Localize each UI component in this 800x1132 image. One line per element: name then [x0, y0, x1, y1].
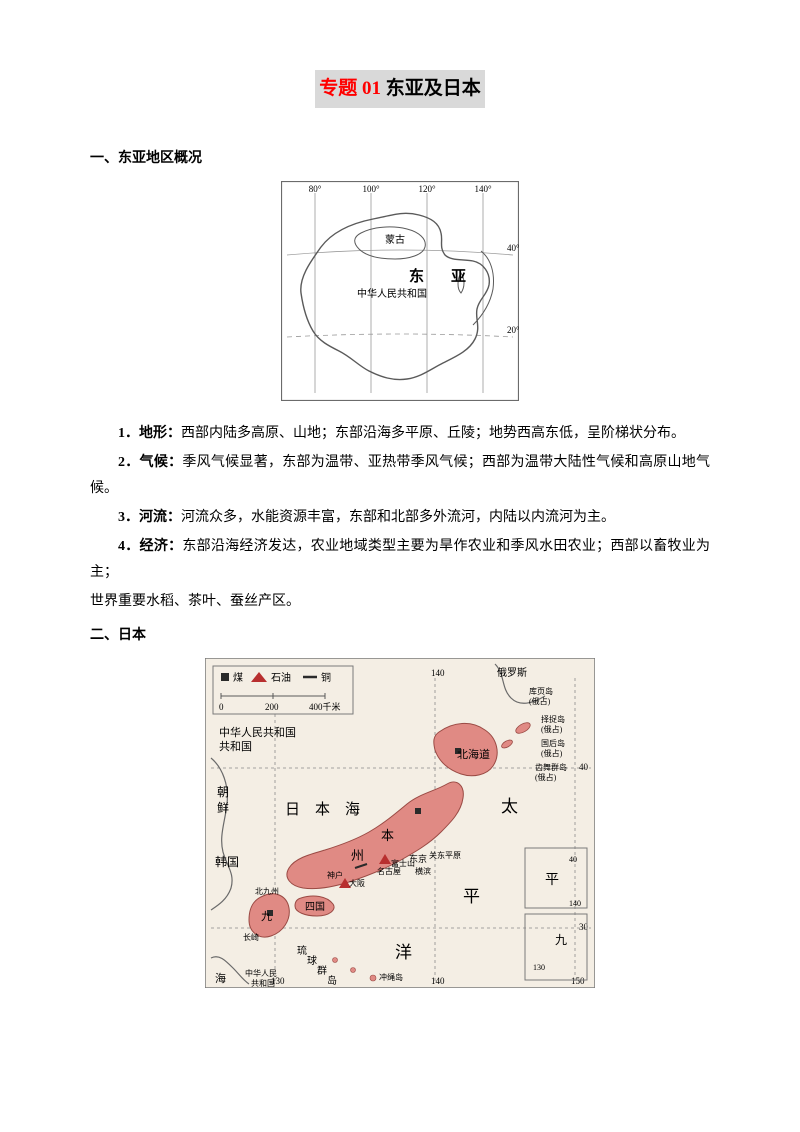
svg-text:亚: 亚	[451, 268, 466, 285]
svg-text:鲜: 鲜	[217, 801, 229, 815]
svg-text:齿舞群岛: 齿舞群岛	[535, 762, 567, 772]
svg-text:150: 150	[571, 976, 585, 986]
svg-text:140: 140	[569, 899, 581, 908]
svg-text:本: 本	[315, 801, 330, 818]
svg-text:蒙古: 蒙古	[385, 233, 405, 246]
svg-text:40: 40	[569, 855, 577, 864]
svg-text:共和国: 共和国	[219, 740, 252, 753]
svg-text:130: 130	[271, 976, 285, 986]
svg-text:中华人民共和国: 中华人民共和国	[219, 725, 296, 739]
svg-text:20°: 20°	[507, 325, 519, 335]
svg-text:俄罗斯: 俄罗斯	[497, 666, 527, 679]
svg-text:80°: 80°	[309, 184, 322, 194]
svg-text:(俄占): (俄占)	[529, 696, 551, 706]
svg-text:韩国: 韩国	[215, 854, 239, 869]
page-title: 专题 01 东亚及日本	[315, 70, 485, 108]
svg-text:200: 200	[265, 702, 279, 712]
svg-text:北九州: 北九州	[255, 887, 279, 896]
svg-text:本: 本	[381, 828, 394, 843]
item-1: 1．地形：西部内陆多高原、山地；东部沿海多平原、丘陵；地势西高东低，呈阶梯状分布…	[90, 421, 710, 448]
svg-text:四国: 四国	[305, 901, 325, 913]
item-4-cont: 世界重要水稻、茶叶、蚕丝产区。	[90, 589, 710, 616]
svg-text:煤: 煤	[233, 671, 243, 684]
svg-text:琉: 琉	[297, 944, 307, 957]
svg-text:海: 海	[215, 971, 226, 985]
svg-text:大阪: 大阪	[349, 878, 365, 888]
section-2-heading: 二、日本	[90, 623, 710, 650]
svg-text:北海道: 北海道	[457, 747, 490, 761]
svg-text:400千米: 400千米	[309, 701, 341, 712]
item-2: 2．气候：季风气候显著，东部为温带、亚热带季风气候；西部为温带大陆性气候和高原山…	[90, 450, 710, 503]
svg-text:择捉岛: 择捉岛	[541, 714, 565, 724]
svg-text:九: 九	[261, 910, 272, 923]
svg-text:富士山: 富士山	[391, 858, 415, 868]
svg-text:130: 130	[533, 963, 545, 972]
title-prefix: 专题	[319, 78, 357, 99]
svg-text:横滨: 横滨	[415, 866, 431, 876]
section-1-heading: 一、东亚地区概况	[90, 146, 710, 173]
svg-text:东: 东	[409, 267, 424, 285]
svg-text:神户: 神户	[327, 870, 343, 880]
item-3: 3．河流：河流众多，水能资源丰富，东部和北部多外流河，内陆以内流河为主。	[90, 505, 710, 532]
svg-text:平: 平	[545, 873, 559, 888]
svg-text:关东平原: 关东平原	[429, 850, 461, 860]
svg-text:40°: 40°	[507, 243, 519, 253]
svg-text:(俄占): (俄占)	[541, 748, 563, 758]
title-number: 01	[362, 78, 381, 99]
svg-text:岛: 岛	[327, 974, 337, 987]
svg-text:九: 九	[555, 933, 567, 947]
svg-text:120°: 120°	[418, 184, 436, 194]
svg-text:太: 太	[501, 797, 518, 816]
svg-text:海: 海	[345, 801, 360, 818]
svg-text:群: 群	[317, 964, 327, 977]
svg-text:(俄占): (俄占)	[535, 772, 557, 782]
title-suffix: 东亚及日本	[381, 78, 481, 99]
svg-text:冲绳岛: 冲绳岛	[379, 972, 403, 982]
svg-text:140: 140	[431, 668, 445, 678]
svg-text:球: 球	[307, 954, 317, 967]
svg-text:中华人民共和国: 中华人民共和国	[357, 287, 427, 300]
svg-text:朝: 朝	[217, 785, 229, 799]
svg-text:长崎: 长崎	[243, 932, 259, 942]
svg-text:铜: 铜	[321, 672, 331, 684]
svg-text:140: 140	[431, 976, 445, 986]
item-4: 4．经济：东部沿海经济发达，农业地域类型主要为旱作农业和季风水田农业；西部以畜牧…	[90, 534, 710, 587]
svg-text:国后岛: 国后岛	[541, 738, 565, 748]
svg-text:0: 0	[219, 702, 224, 712]
japan-map: 煤 石油 铜 0 200 400千米 中华人民共和国 共和国 朝 鲜 韩国 日 …	[90, 658, 710, 999]
svg-text:州: 州	[351, 848, 364, 863]
svg-text:洋: 洋	[395, 943, 412, 962]
svg-text:(俄占): (俄占)	[541, 724, 563, 734]
svg-text:平: 平	[463, 887, 480, 906]
svg-text:100°: 100°	[362, 184, 380, 194]
east-asia-map: 80° 100° 120° 140° 40° 20° 蒙古 东 亚 中华人民共和…	[90, 181, 710, 412]
svg-text:日: 日	[285, 802, 300, 818]
svg-text:40: 40	[579, 762, 589, 772]
svg-text:石油: 石油	[271, 671, 291, 684]
svg-text:140°: 140°	[474, 184, 492, 194]
svg-text:库页岛: 库页岛	[529, 686, 553, 696]
